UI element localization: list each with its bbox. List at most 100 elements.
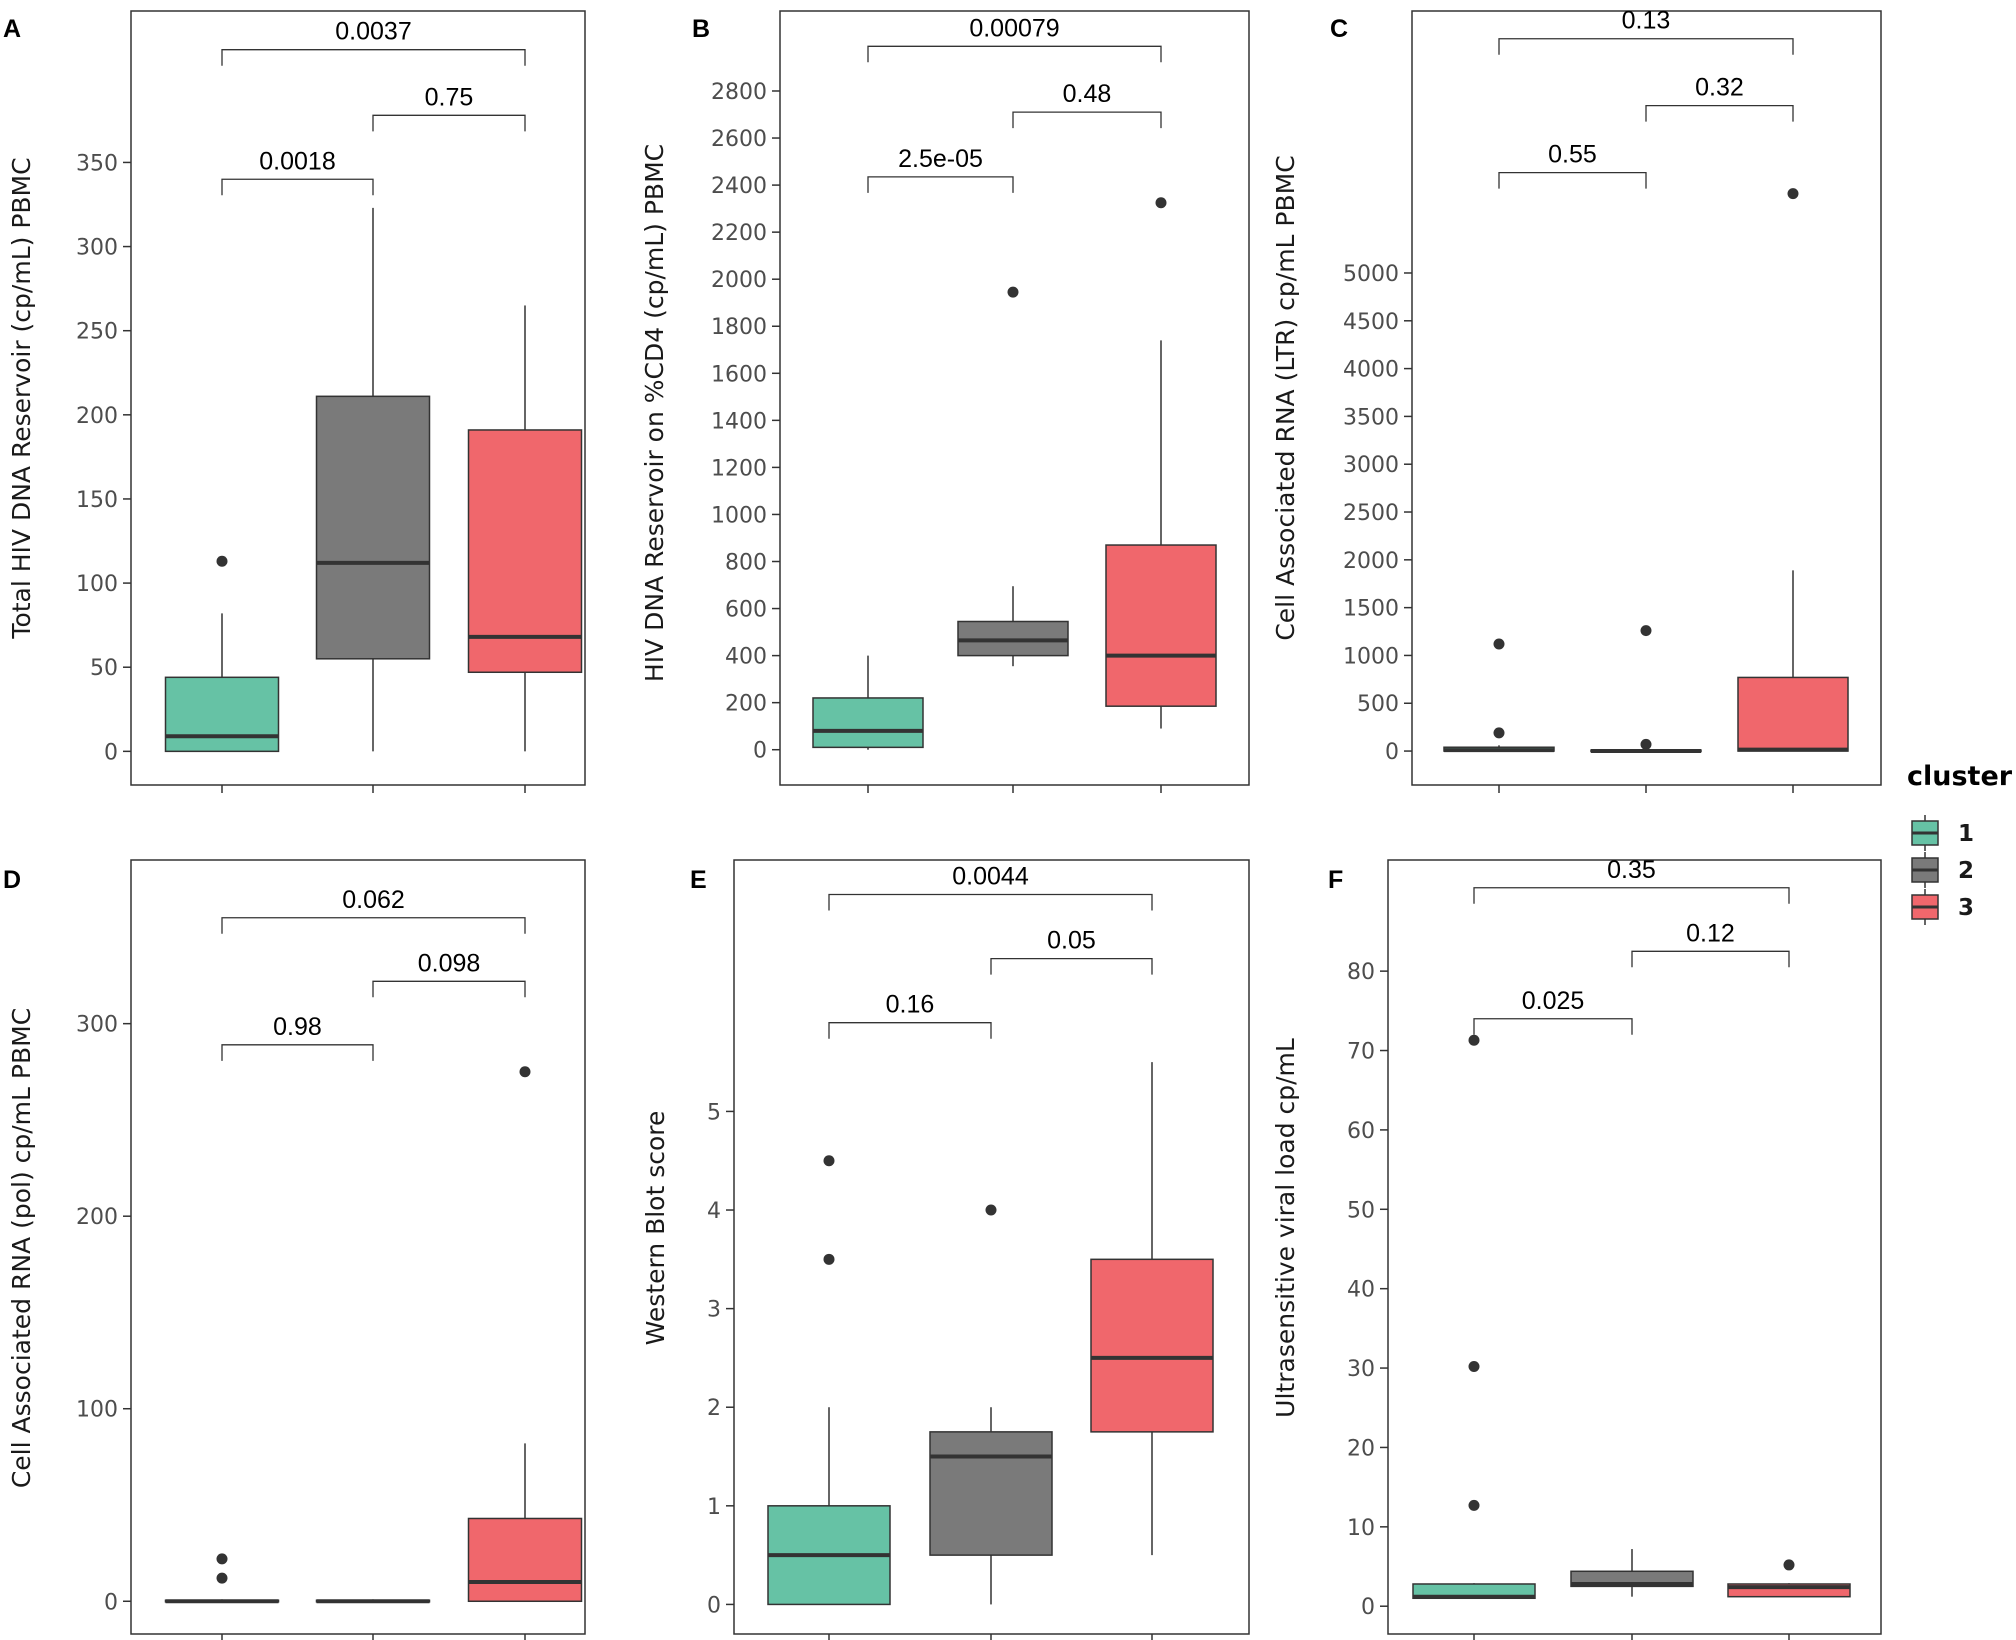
panel-b-box-cluster-1 — [812, 655, 924, 750]
comparison-bracket — [1498, 38, 1794, 55]
outlier-point — [519, 1066, 531, 1078]
comparison-bracket — [990, 957, 1153, 975]
panel-f-ylabel: Ultrasensitive viral load cp/mL — [1271, 1038, 1300, 1418]
panel-d-box-cluster-3 — [467, 1066, 583, 1603]
panel-a-ytick-label: 50 — [90, 656, 118, 681]
box-iqr — [467, 429, 583, 674]
panel-d-comparison-2-3: 0.098 — [372, 949, 526, 998]
outlier-point — [216, 555, 228, 567]
panel-e-box-cluster-2 — [929, 1204, 1053, 1605]
panel-e-ytick-label: 1 — [707, 1495, 721, 1520]
panel-b-box-cluster-2 — [957, 286, 1069, 667]
panel-d-ytick-label: 200 — [76, 1205, 118, 1230]
panel-f-box-cluster-3 — [1727, 1559, 1851, 1598]
panel-f-ytick-label: 0 — [1361, 1595, 1375, 1620]
outlier-point — [1155, 197, 1167, 209]
panel-a-box-cluster-1 — [164, 555, 280, 753]
panel-a-ytick-label: 0 — [104, 740, 118, 765]
panel-b-comparison-1-3: 0.00079 — [867, 14, 1162, 63]
panel-b-ytick-label: 600 — [725, 598, 767, 623]
comparison-bracket — [221, 917, 526, 934]
panel-a-box-cluster-3 — [467, 305, 583, 752]
panel-f-ytick-label: 50 — [1347, 1198, 1375, 1223]
panel-e-plot: 0.16 0.05 0.0044 — [767, 863, 1214, 1606]
panel-a-frame — [130, 10, 586, 786]
panel-e-comparison-1-3: 0.0044 — [828, 863, 1153, 911]
outlier-point — [823, 1155, 835, 1167]
panel-b-ytick-label: 200 — [725, 692, 767, 717]
panel-a-ytick-label: 200 — [76, 404, 118, 429]
comparison-bracket — [372, 980, 526, 998]
panel-e-box-cluster-1 — [767, 1155, 891, 1606]
comparison-bracket — [372, 114, 526, 132]
panel-e-box-cluster-3 — [1090, 1062, 1214, 1556]
panel-d-comparison-1-2: 0.98 — [221, 1013, 374, 1061]
legend-title: cluster — [1907, 761, 2013, 792]
panel-c-ytick-label: 3500 — [1343, 405, 1399, 430]
panel-b-ytick-label: 2000 — [711, 268, 767, 293]
panel-c-comparison-2-3: 0.32 — [1645, 74, 1794, 122]
panel-e-letter: E — [690, 866, 707, 894]
panel-b-letter: B — [692, 15, 710, 43]
panel-b-ytick-label: 2600 — [711, 127, 767, 152]
box-iqr — [1105, 544, 1217, 707]
panel-c-frame — [1411, 10, 1882, 786]
panel-a-box-cluster-2 — [315, 207, 431, 752]
comparison-p-value: 0.48 — [1063, 80, 1112, 108]
box-iqr — [467, 1517, 583, 1603]
panel-c-ytick-label: 3000 — [1343, 453, 1399, 478]
panel-c-ytick-label: 5000 — [1343, 262, 1399, 287]
comparison-bracket — [1645, 105, 1794, 122]
panel-c-comparison-1-2: 0.55 — [1498, 141, 1647, 189]
panel-a-plot: 0.0018 0.75 0.0037 — [164, 18, 583, 753]
panel-c-box-cluster-1 — [1443, 638, 1555, 753]
panel-f-box-cluster-1 — [1412, 1034, 1536, 1600]
panel-e-ytick-label: 4 — [707, 1199, 721, 1224]
comparison-p-value: 0.35 — [1607, 856, 1656, 884]
comparison-bracket — [221, 49, 526, 66]
panel-f-ytick-label: 60 — [1347, 1119, 1375, 1144]
panel-c-comparison-1-3: 0.13 — [1498, 7, 1794, 55]
comparison-p-value: 0.16 — [886, 991, 935, 1019]
panel-b-y-ticks: 0 200 400 600 800 1000 1200 1400 1600 1800 2000 220… — [711, 80, 1162, 793]
panel-b-box-cluster-3 — [1105, 197, 1217, 729]
outlier-point — [1468, 1499, 1480, 1511]
panel-d-ytick-label: 100 — [76, 1398, 118, 1423]
panel-f-ytick-label: 70 — [1347, 1040, 1375, 1065]
panel-e-ytick-label: 3 — [707, 1298, 721, 1323]
panel-c-ytick-label: 0 — [1385, 740, 1399, 765]
panel-d-ytick-label: 300 — [76, 1013, 118, 1038]
panel-b-ytick-label: 0 — [753, 739, 767, 764]
comparison-p-value: 0.025 — [1522, 987, 1585, 1015]
panel-f: F Ultrasensitive viral load cp/mL 0 10 20 3… — [1271, 856, 1882, 1640]
panel-e: E Western Blot score 0 1 2 3 4 5 0.16 0.05 0.00… — [641, 859, 1250, 1640]
panel-c-ytick-label: 2500 — [1343, 501, 1399, 526]
box-iqr — [1737, 676, 1849, 752]
outlier-point — [1787, 188, 1799, 200]
comparison-p-value: 0.05 — [1047, 927, 1096, 955]
panel-c-plot: 0.55 0.32 0.13 — [1443, 7, 1849, 754]
panel-a-y-ticks: 0 50 100 150 200 250 300 350 — [76, 151, 526, 793]
panel-c-ytick-label: 500 — [1357, 692, 1399, 717]
panel-d-box-cluster-2 — [315, 1599, 431, 1604]
legend-item-2: 2 — [1911, 852, 1974, 888]
comparison-bracket — [828, 1022, 992, 1039]
panel-f-ytick-label: 20 — [1347, 1436, 1375, 1461]
panel-c-ytick-label: 2000 — [1343, 549, 1399, 574]
comparison-p-value: 0.00079 — [969, 14, 1059, 42]
comparison-p-value: 0.32 — [1695, 74, 1744, 102]
box-iqr — [315, 395, 431, 660]
panel-a-comparison-1-3: 0.0037 — [221, 18, 526, 66]
panel-e-ytick-label: 0 — [707, 1593, 721, 1618]
panel-a: A Total HIV DNA Reservoir (cp/mL) PBMC 0… — [3, 10, 586, 793]
panel-d: D Cell Associated RNA (pol) cp/mL PBMC 0… — [3, 859, 586, 1640]
comparison-p-value: 0.55 — [1548, 141, 1597, 169]
outlier-point — [216, 1553, 228, 1565]
panel-d-letter: D — [3, 866, 21, 894]
outlier-point — [985, 1204, 997, 1216]
panel-d-comparison-1-3: 0.062 — [221, 886, 526, 934]
panel-a-comparison-2-3: 0.75 — [372, 83, 526, 132]
panel-b-ytick-label: 1000 — [711, 503, 767, 528]
panel-a-ytick-label: 250 — [76, 320, 118, 345]
outlier-point — [1468, 1034, 1480, 1046]
